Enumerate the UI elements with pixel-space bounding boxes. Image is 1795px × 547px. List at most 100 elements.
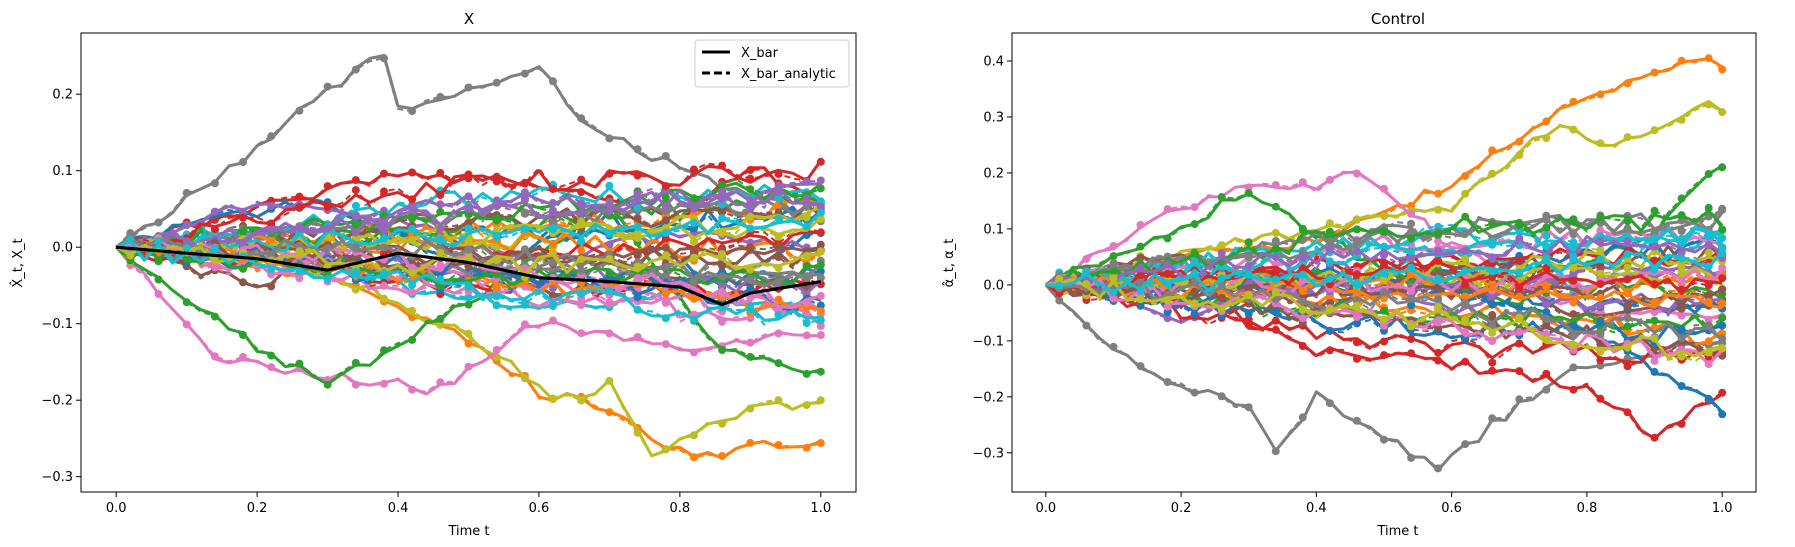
sample-path-marker	[1650, 206, 1659, 215]
sample-path-marker	[1650, 308, 1659, 317]
sample-path-marker	[1623, 288, 1632, 297]
x-tick-label: 0.8	[1577, 501, 1598, 516]
sample-path-marker	[436, 275, 445, 284]
sample-path-marker	[1596, 329, 1605, 338]
sample-path-marker	[464, 170, 473, 179]
sample-path-marker	[1217, 392, 1226, 401]
sample-path-marker	[1163, 314, 1172, 323]
sample-path-marker	[1434, 229, 1443, 238]
sample-path-marker	[464, 283, 473, 291]
sample-path-marker	[1542, 117, 1551, 126]
sample-path-marker	[1677, 211, 1686, 220]
legend-box	[694, 39, 850, 88]
sample-path-marker	[718, 250, 727, 259]
sample-path-marker	[1650, 298, 1659, 307]
sample-path-marker	[1542, 231, 1551, 240]
sample-path-marker	[1190, 310, 1199, 319]
sample-path-marker	[520, 374, 529, 383]
sample-path-marker	[408, 268, 417, 277]
sample-path-marker	[1352, 225, 1361, 234]
sample-path-marker	[1055, 281, 1064, 290]
sample-path-marker	[436, 263, 445, 272]
sample-path-marker	[1542, 263, 1551, 272]
sample-path-marker	[1407, 234, 1416, 243]
sample-path-marker	[802, 401, 811, 410]
sample-path-marker	[577, 188, 586, 197]
sample-path-marker	[154, 237, 163, 246]
sample-path-marker	[464, 237, 473, 246]
sample-path-marker	[210, 244, 219, 253]
sample-path-marker	[1298, 253, 1307, 262]
sample-path-marker	[1704, 281, 1713, 290]
sample-path-marker	[774, 170, 783, 179]
sample-path-marker	[577, 289, 586, 298]
sample-path-marker	[718, 161, 727, 170]
sample-path-marker	[154, 275, 163, 284]
sample-path-marker	[1055, 274, 1064, 283]
sample-path-marker	[1623, 275, 1632, 284]
sample-path-marker	[295, 267, 304, 276]
sample-path-marker	[1677, 262, 1686, 271]
sample-path-marker	[464, 362, 473, 371]
sample-path-marker	[1488, 146, 1497, 155]
x-tick-label: 1.0	[1712, 501, 1733, 516]
axes-x: X 0.0 0.2 0.4 0.6 0.8 1.0−0.3−0.2−0.10.00.10.…	[11, 10, 857, 539]
sample-path-marker	[267, 219, 276, 228]
sample-path-marker	[1380, 351, 1388, 360]
sample-path-marker	[1380, 269, 1388, 278]
sample-path-marker	[1271, 307, 1280, 316]
sample-path-marker	[718, 281, 727, 290]
sample-path-marker	[492, 78, 501, 87]
sample-path-marker	[802, 194, 811, 203]
sample-path-marker	[1542, 215, 1551, 224]
sample-path-marker	[1407, 263, 1416, 272]
sample-path-marker	[746, 166, 755, 174]
sample-path-marker	[408, 306, 417, 315]
sample-path-marker	[577, 255, 586, 264]
y-tick-label: −0.2	[972, 390, 1004, 405]
sample-path-marker	[520, 188, 529, 197]
sample-path-marker	[1569, 363, 1578, 372]
sample-path-marker	[1704, 360, 1713, 369]
sample-path-marker	[1677, 311, 1686, 320]
sample-path-marker	[1569, 276, 1578, 285]
sample-path-marker	[408, 214, 417, 223]
sample-path-marker	[1515, 221, 1524, 230]
sample-path-marker	[1136, 242, 1145, 251]
sample-path-marker	[816, 291, 825, 300]
sample-path-marker	[690, 453, 698, 462]
sample-path-marker	[1488, 366, 1497, 375]
sample-path-marker	[1325, 346, 1334, 355]
tick-group: 0.0 0.2 0.4 0.6 0.8 1.0 −0.3 −0.2 −0.1 0.0 0.1 0.2	[41, 88, 831, 516]
sample-path-marker	[633, 305, 642, 314]
sample-path-marker	[1217, 294, 1226, 302]
sample-path-marker	[1109, 294, 1118, 303]
sample-path-marker	[577, 301, 586, 309]
sample-path-marker	[1352, 319, 1361, 328]
sample-path-marker	[1109, 274, 1118, 283]
sample-path-marker	[1298, 342, 1307, 350]
y-tick-label: 0.0	[983, 278, 1004, 293]
sample-path-marker	[492, 202, 501, 211]
sample-path-marker	[690, 253, 698, 262]
sample-path-marker	[210, 179, 219, 188]
sample-path-marker	[351, 186, 360, 195]
sample-path-marker	[633, 333, 642, 341]
sample-path-marker	[1271, 253, 1280, 262]
sample-path-marker	[1704, 297, 1713, 306]
plot-lines	[1044, 54, 1727, 473]
sample-path-marker	[1298, 413, 1307, 422]
sample-path-marker	[1271, 447, 1280, 456]
sample-path-marker	[1461, 440, 1470, 449]
sample-path-marker	[239, 227, 247, 236]
sample-path-marker	[1704, 394, 1713, 403]
sample-path-marker	[1677, 115, 1686, 124]
sample-path-marker	[1461, 357, 1470, 366]
sample-path-marker	[492, 213, 501, 222]
sample-path-marker	[210, 225, 219, 234]
sample-path-marker	[1244, 309, 1253, 318]
sample-path-marker	[436, 378, 445, 387]
sample-path-marker	[605, 169, 614, 178]
sample-path-marker	[351, 243, 360, 252]
sample-path-marker	[1352, 416, 1361, 425]
